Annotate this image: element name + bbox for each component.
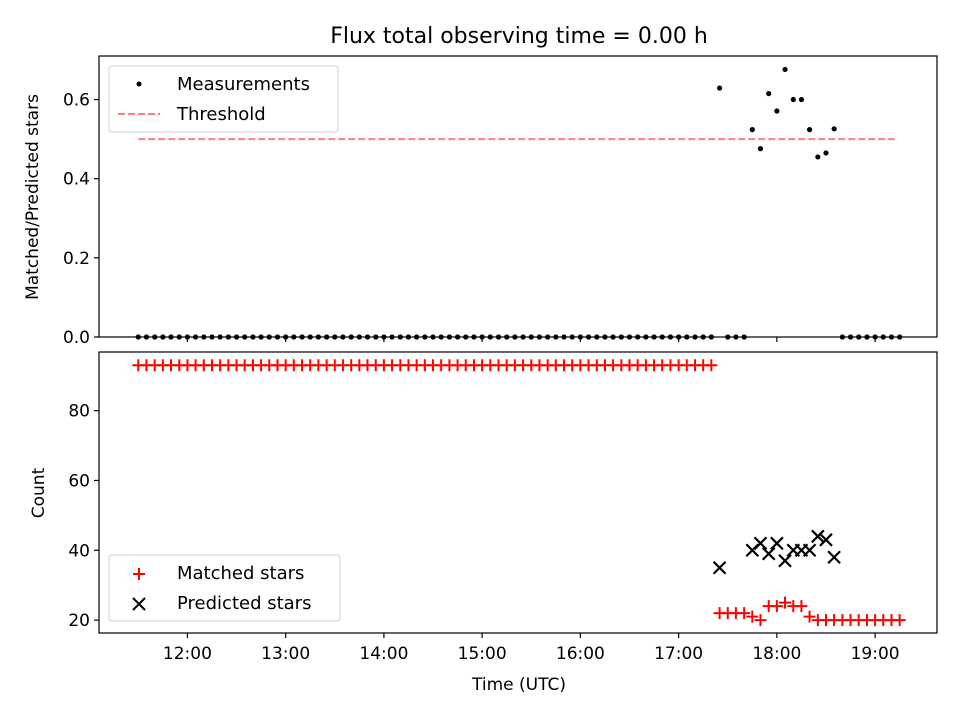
measurements-point (766, 90, 772, 97)
measurements-point (757, 146, 764, 152)
x-axis-label: Time (UTC) (471, 675, 566, 695)
x-tick-label: 13:00 (261, 644, 310, 664)
chart-title: Flux total observing time = 0.00 h (330, 24, 708, 49)
predicted-stars-point (753, 536, 768, 551)
predicted-stars-point (802, 543, 817, 558)
measurements-legend-marker (136, 81, 142, 87)
y-tick-label: 40 (68, 541, 90, 561)
measurements-point (782, 66, 788, 73)
measurements-point (815, 154, 821, 160)
measurements-point (806, 127, 813, 133)
measurements-point (716, 85, 723, 91)
ratio-legend: Measurements Threshold (108, 65, 339, 133)
predicted-stars-point (770, 536, 784, 551)
matched-stars-legend-marker (133, 568, 145, 580)
predicted-stars-point (761, 546, 776, 561)
y-tick-label: 20 (68, 611, 90, 631)
measurements-point (831, 126, 837, 132)
count-legend-entry-matched: Matched stars (177, 563, 304, 584)
matched-stars-point (770, 600, 783, 613)
count-y-ticks: 20 40 60 80 (68, 402, 99, 631)
matched-stars-point (803, 610, 816, 623)
predicted-stars-legend-marker (132, 597, 146, 611)
predicted-stars-point (712, 560, 727, 575)
x-tick-label: 19:00 (851, 644, 900, 664)
matched-stars-point (746, 610, 759, 623)
count-marks (132, 359, 906, 627)
matched-stars-point (795, 600, 808, 613)
count-y-axis-label: Count (29, 467, 49, 518)
measurements-point (798, 96, 805, 103)
ratio-legend-box (108, 65, 339, 133)
ratio-panel: 0.0 0.2 0.4 0.6 Matched/Predicted stars Mea… (23, 55, 938, 348)
y-tick-label: 0.0 (63, 328, 90, 348)
predicted-stars-point (778, 553, 792, 568)
matched-stars-point (893, 614, 906, 627)
predicted-stars-point (819, 533, 833, 547)
x-tick-label: 12:00 (163, 644, 212, 664)
matched-stars-point (738, 607, 751, 620)
y-tick-label: 0.6 (63, 91, 90, 111)
matched-stars-point (754, 614, 767, 627)
count-legend-box (108, 554, 341, 622)
count-panel-frame (98, 351, 938, 634)
ratio-panel-frame (98, 55, 938, 338)
ratio-y-ticks: 0.0 0.2 0.4 0.6 (63, 91, 99, 348)
y-tick-label: 0.2 (63, 249, 90, 269)
count-x-ticks: 12:00 13:00 14:00 15:00 16:00 17:00 18:00 19:00 (163, 633, 900, 664)
measurements-point (749, 127, 755, 133)
ratio-legend-entry-measurements: Measurements (177, 74, 310, 95)
x-tick-label: 16:00 (556, 644, 605, 664)
measurements-point (774, 108, 780, 114)
y-tick-label: 0.4 (63, 170, 90, 190)
predicted-stars-point (827, 550, 841, 565)
count-legend-entry-predicted: Predicted stars (177, 593, 311, 614)
ratio-x-ticks (186, 337, 876, 342)
matched-stars-point (779, 596, 792, 609)
ratio-legend-entry-threshold: Threshold (176, 104, 266, 125)
x-tick-label: 17:00 (654, 644, 703, 664)
x-tick-label: 15:00 (458, 644, 507, 664)
count-legend: Matched stars Predicted stars (108, 554, 341, 622)
x-tick-label: 18:00 (752, 644, 801, 664)
ratio-y-axis-label: Matched/Predicted stars (23, 94, 43, 300)
measurements-point (823, 150, 829, 156)
x-tick-label: 14:00 (359, 644, 408, 664)
measurements-point (790, 96, 796, 103)
y-tick-label: 60 (68, 471, 90, 491)
predicted-stars-point (811, 529, 825, 544)
matched-stars-point (705, 359, 718, 372)
y-tick-label: 80 (68, 402, 90, 422)
